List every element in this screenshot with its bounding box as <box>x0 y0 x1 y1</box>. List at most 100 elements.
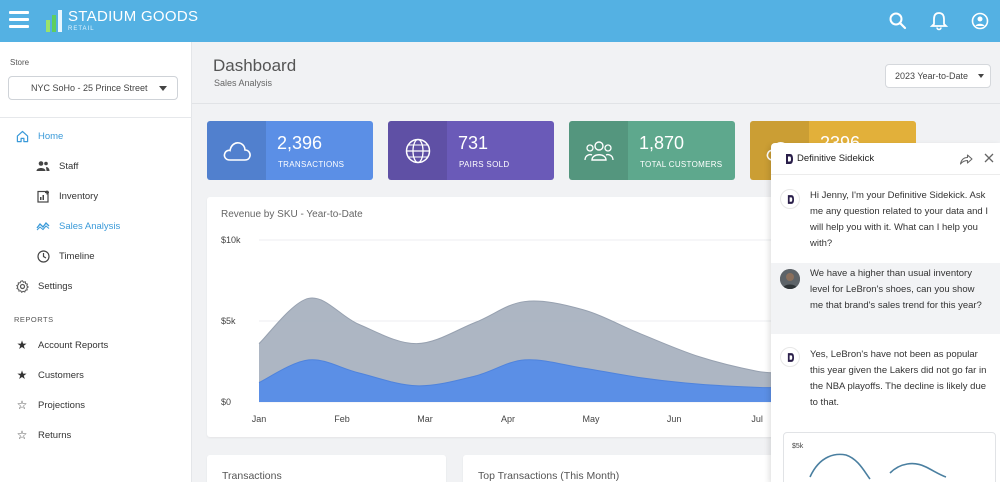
user-account-icon[interactable] <box>970 11 990 31</box>
sidebar-item-label: Projections <box>38 399 85 411</box>
sidebar-item-label: Customers <box>38 369 84 381</box>
kpi-value: 731 <box>458 133 489 153</box>
sidekick-avatar <box>780 189 800 209</box>
area-series-1 <box>259 297 782 402</box>
logo-icon <box>46 10 62 32</box>
y-tick-label: $10k <box>221 235 241 245</box>
star-outline-icon: ☆ <box>16 428 28 442</box>
divider <box>192 103 1000 104</box>
sidebar-item-label: Inventory <box>59 190 99 202</box>
search-icon[interactable] <box>888 11 908 31</box>
x-tick-label: Jun <box>667 414 682 424</box>
kpi-value: 2,396 <box>277 133 323 153</box>
kpi-label: PAIRS SOLD <box>459 160 510 169</box>
home-icon <box>14 128 30 144</box>
gear-icon <box>14 278 30 294</box>
sidekick-logo-icon <box>787 352 794 362</box>
sidebar-item-sales-analysis[interactable]: Sales Analysis <box>35 216 120 236</box>
sidebar-item-label: Settings <box>38 280 73 292</box>
chat-message-bot: Hi Jenny, I'm your Definitive Sidekick. … <box>771 176 1000 262</box>
mini-trend-line <box>809 453 947 480</box>
chevron-down-icon <box>978 74 984 78</box>
kpi-card-pairs-sold[interactable]: 731 PAIRS SOLD <box>388 121 554 180</box>
x-tick-label: Feb <box>334 414 350 424</box>
sidebar-item-timeline[interactable]: Timeline <box>35 246 95 266</box>
menu-icon[interactable] <box>9 11 29 29</box>
sidekick-logo-icon <box>787 194 794 204</box>
sidekick-panel: Definitive Sidekick Hi Jenny, I'm your D… <box>771 143 1000 482</box>
sidebar-item-settings[interactable]: Settings <box>14 276 72 296</box>
sidebar-item-projections[interactable]: ☆ Projections <box>14 395 85 415</box>
revenue-area-chart: $10k $5k $0 Jan Feb Mar Apr May Jun Jul <box>221 235 783 424</box>
kpi-value: 1,870 <box>639 133 685 153</box>
mini-chart-y-label: $5k <box>792 443 804 450</box>
x-tick-label: Mar <box>417 414 433 424</box>
chat-message-user: We have a higher than usual inventory le… <box>771 263 1000 334</box>
bell-icon[interactable] <box>929 11 949 31</box>
series-line-2 <box>258 359 783 389</box>
reports-section-label: REPORTS <box>14 315 54 324</box>
share-icon[interactable] <box>959 152 973 166</box>
chat-message-bot: Yes, LeBron's have not been as popular t… <box>771 335 1000 427</box>
sidekick-header: Definitive Sidekick <box>771 143 1000 175</box>
star-filled-icon: ★ <box>16 338 28 352</box>
sidebar-item-customers[interactable]: ★ Customers <box>14 365 84 385</box>
revenue-chart-card: Revenue by SKU - Year-to-Date $10k $5k $0 J… <box>207 197 797 437</box>
chart-title: Revenue by SKU - Year-to-Date <box>221 209 363 220</box>
chevron-down-icon <box>159 86 167 91</box>
kpi-label: TRANSACTIONS <box>278 160 345 169</box>
sidebar-item-staff[interactable]: Staff <box>35 156 78 176</box>
brand-name: STADIUM GOODS <box>68 8 199 25</box>
divider <box>0 117 192 118</box>
sidekick-title: Definitive Sidekick <box>797 153 875 164</box>
sidebar-item-account-reports[interactable]: ★ Account Reports <box>14 335 109 355</box>
card-title: Top Transactions (This Month) <box>478 470 620 482</box>
sidebar-item-returns[interactable]: ☆ Returns <box>14 425 72 445</box>
sidebar-item-home[interactable]: Home <box>14 126 63 146</box>
avatar <box>780 269 800 289</box>
period-dropdown-value: 2023 Year-to-Date <box>895 71 969 81</box>
close-icon[interactable] <box>983 152 995 164</box>
x-tick-label: Jul <box>751 414 763 424</box>
top-transactions-card: Top Transactions (This Month) <box>463 455 797 482</box>
sidebar-item-label: Staff <box>59 160 79 172</box>
trend-icon <box>35 218 51 234</box>
chat-message-text: Yes, LeBron's have not been as popular t… <box>810 349 987 408</box>
x-tick-label: Apr <box>501 414 515 424</box>
kpi-label: TOTAL CUSTOMERS <box>640 160 723 169</box>
star-outline-icon: ☆ <box>16 398 28 412</box>
inventory-icon <box>35 188 51 204</box>
kpi-icon-box <box>388 121 447 180</box>
store-dropdown[interactable]: NYC SoHo - 25 Prince Street <box>8 76 178 100</box>
series-line-1 <box>258 297 783 374</box>
transactions-card: Transactions <box>207 455 446 482</box>
page-subtitle: Sales Analysis <box>214 78 273 88</box>
page-title: Dashboard <box>213 56 297 75</box>
card-title: Transactions <box>222 470 282 482</box>
store-dropdown-value: NYC SoHo - 25 Prince Street <box>31 83 148 93</box>
kpi-icon-box <box>207 121 266 180</box>
chat-message-text: Hi Jenny, I'm your Definitive Sidekick. … <box>810 190 988 249</box>
sidebar-item-label: Home <box>38 130 64 142</box>
period-dropdown[interactable]: 2023 Year-to-Date <box>885 64 991 88</box>
store-label: Store <box>10 58 30 67</box>
users-icon <box>583 140 614 161</box>
kpi-card-transactions[interactable]: 2,396 TRANSACTIONS <box>207 121 373 180</box>
kpi-card-total-customers[interactable]: 1,870 TOTAL CUSTOMERS <box>569 121 735 180</box>
sidebar-item-label: Account Reports <box>38 339 109 351</box>
sidebar: Store NYC SoHo - 25 Prince Street Home S… <box>0 42 192 482</box>
staff-icon <box>35 158 51 174</box>
sidebar-item-inventory[interactable]: Inventory <box>35 186 98 206</box>
chat-message-text: We have a higher than usual inventory le… <box>810 268 982 311</box>
sidekick-logo-icon <box>786 154 793 164</box>
globe-icon <box>405 138 430 163</box>
brand-subtitle: RETAIL <box>68 26 95 32</box>
area-series-2 <box>259 359 782 402</box>
sidekick-trend-chart: $5k <box>783 432 996 482</box>
clock-icon <box>35 248 51 264</box>
sidebar-item-label: Timeline <box>59 250 95 262</box>
x-tick-label: Jan <box>252 414 267 424</box>
top-bar: STADIUM GOODS RETAIL <box>0 0 1000 42</box>
cloud-icon <box>223 141 251 161</box>
x-tick-label: May <box>583 414 601 424</box>
